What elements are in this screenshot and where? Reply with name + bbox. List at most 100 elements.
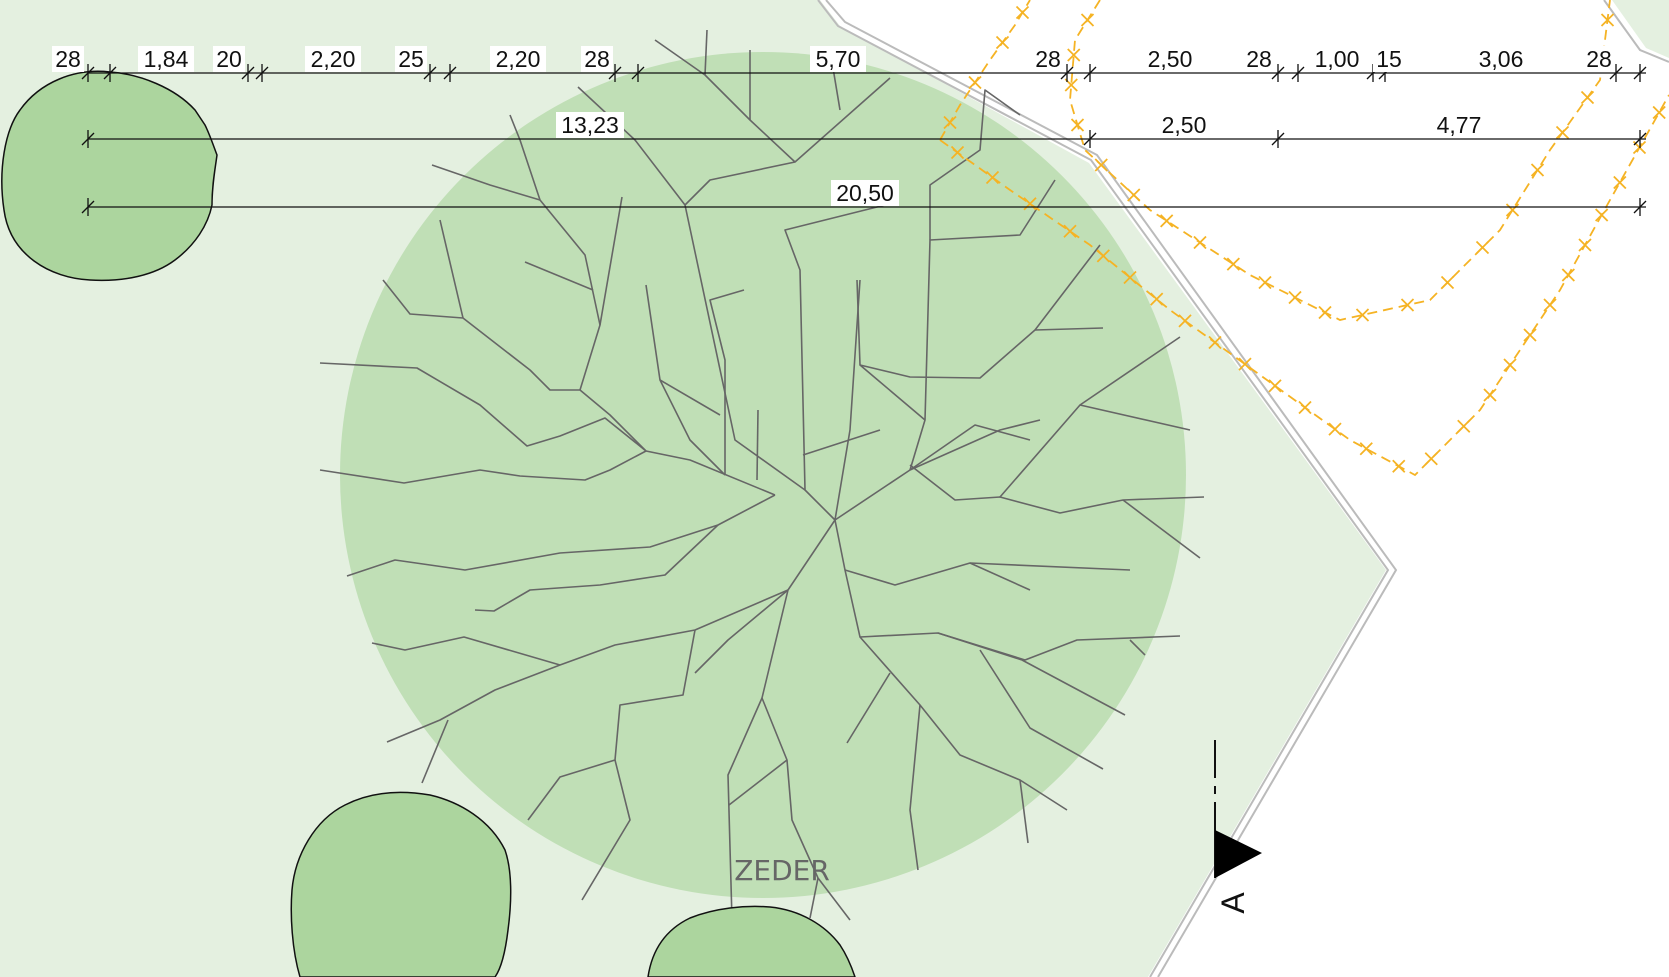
branch-se-6 bbox=[1021, 659, 1126, 716]
fence-marker bbox=[1523, 328, 1537, 342]
dimension-label: 15 bbox=[1376, 46, 1402, 72]
dimension-label-bg bbox=[1473, 46, 1529, 72]
fence-markers bbox=[943, 5, 1666, 473]
branch-se-4 bbox=[937, 632, 1181, 661]
branch-sw-4 bbox=[421, 719, 449, 784]
dimension-tick-slash bbox=[608, 66, 622, 80]
small-tree-s bbox=[647, 905, 856, 977]
fence-outer-2 bbox=[939, 94, 1669, 477]
branch-w-9 bbox=[439, 219, 464, 319]
fence-marker bbox=[1288, 290, 1302, 305]
dimension-label: 28 bbox=[1246, 46, 1272, 72]
small-tree-sw bbox=[290, 791, 512, 977]
branch-w-10 bbox=[524, 261, 594, 291]
branch-e bbox=[909, 424, 1031, 471]
branch-ne-3 bbox=[929, 89, 1021, 240]
dimension-tick-slash bbox=[1083, 132, 1097, 146]
fence-marker bbox=[1096, 249, 1110, 263]
dimension-label-bg bbox=[1309, 46, 1365, 72]
fence-marker bbox=[1070, 118, 1085, 132]
branch-se-3 bbox=[969, 562, 1031, 591]
fence-marker bbox=[1424, 452, 1438, 466]
dimension-label: 3,06 bbox=[1479, 46, 1524, 72]
fence-marker bbox=[1080, 13, 1095, 27]
dimension-label: 28 bbox=[1586, 46, 1612, 72]
dimension-tick-slash bbox=[241, 66, 255, 80]
branch-s bbox=[761, 519, 836, 879]
fence-marker bbox=[1580, 90, 1595, 105]
dimension-label: 20 bbox=[216, 46, 242, 72]
fence-outer bbox=[939, 0, 1031, 141]
fence-marker bbox=[1505, 203, 1520, 217]
fence-marker bbox=[1503, 358, 1517, 372]
fence-marker bbox=[1400, 298, 1415, 312]
fence-marker bbox=[1193, 235, 1207, 250]
dimension-label: 28 bbox=[1035, 46, 1061, 72]
fence-marker bbox=[1023, 197, 1037, 211]
fence-marker bbox=[1208, 335, 1222, 350]
branch-se-8 bbox=[859, 636, 1068, 811]
branch-s-7 bbox=[846, 672, 891, 744]
fence-marker bbox=[1475, 240, 1490, 255]
fence-marker bbox=[1483, 388, 1497, 402]
dimension-tick-slash bbox=[103, 66, 117, 80]
dimension-lines bbox=[88, 72, 1646, 208]
dimension-tick-slash bbox=[1060, 66, 1074, 80]
section-marker: A bbox=[1214, 740, 1262, 914]
dimension-label: 1,00 bbox=[1315, 46, 1360, 72]
dimension-label-bg bbox=[581, 46, 613, 72]
branch-w-4 bbox=[319, 450, 647, 484]
fence-marker bbox=[1226, 257, 1240, 271]
fence-marker bbox=[1258, 275, 1272, 290]
fence-marker bbox=[968, 75, 982, 90]
fence-marker bbox=[1123, 270, 1137, 285]
fence-marker bbox=[1015, 5, 1030, 20]
fence-marker bbox=[995, 35, 1010, 50]
dimension-label-bg bbox=[1373, 46, 1405, 72]
branch-s-6 bbox=[809, 877, 819, 919]
path-edge-outer bbox=[817, 0, 1390, 977]
path-edge-inner bbox=[825, 0, 1398, 977]
lawn-corner bbox=[1612, 0, 1669, 58]
dimension-label: 20,50 bbox=[836, 180, 894, 206]
fence-marker bbox=[1063, 224, 1077, 238]
branch-north-3 bbox=[684, 77, 891, 206]
fence-marker bbox=[950, 145, 965, 160]
section-arrow bbox=[1215, 830, 1262, 878]
fence-marker bbox=[1298, 400, 1312, 415]
fence-marker bbox=[1440, 275, 1455, 290]
branch-w-2 bbox=[474, 524, 719, 612]
dimension-ticks bbox=[81, 64, 1647, 216]
dimension-label-bg bbox=[52, 46, 84, 72]
branch-se-7 bbox=[979, 649, 1104, 770]
fence-marker bbox=[1530, 163, 1545, 177]
fence-marker bbox=[1613, 175, 1627, 190]
dimension-tick-slash bbox=[1633, 66, 1647, 80]
fence-marker bbox=[1652, 105, 1666, 120]
branch-w-3 bbox=[319, 362, 776, 496]
dimension-label-bg bbox=[1156, 112, 1212, 138]
branch-se-10 bbox=[1019, 779, 1029, 844]
fence-marker bbox=[943, 115, 957, 130]
fence-marker bbox=[1178, 314, 1192, 328]
branch-n10 bbox=[756, 409, 759, 481]
dimension-tick-slash bbox=[631, 66, 645, 80]
fence-marker bbox=[1160, 214, 1174, 228]
dimension-label: 2,20 bbox=[496, 46, 541, 72]
dimension-tick-slash bbox=[1271, 132, 1285, 146]
branch-se-5 bbox=[1129, 639, 1146, 656]
branch-e-4 bbox=[1079, 336, 1181, 406]
dimension-label-bg bbox=[810, 46, 866, 72]
dimension-tick-slash bbox=[1633, 132, 1647, 146]
branch-north bbox=[784, 204, 886, 521]
branch-n12 bbox=[659, 379, 721, 416]
branch-s-5 bbox=[817, 877, 851, 921]
dimension-label: 2,50 bbox=[1162, 112, 1207, 138]
fence-marker bbox=[1578, 238, 1592, 252]
branch-s-4 bbox=[728, 759, 788, 806]
dimension-label-bg bbox=[831, 180, 899, 206]
dimension-label-bg bbox=[1032, 46, 1064, 72]
branch-north-4 bbox=[654, 39, 796, 163]
branch-se-9 bbox=[909, 704, 921, 871]
